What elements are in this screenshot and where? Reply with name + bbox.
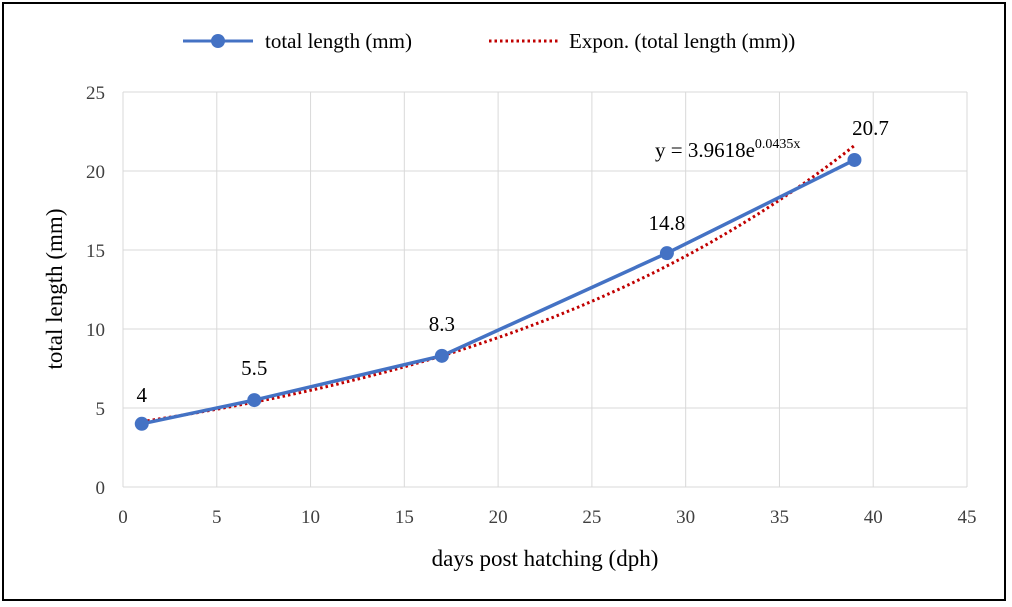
y-tick-label: 5	[96, 399, 106, 420]
trendline	[141, 144, 856, 424]
data-labels: 4 5.5 8.3 14.8 20.7	[137, 116, 889, 407]
data-point	[659, 246, 674, 261]
x-tick-labels: 0 5 10 15 20 25 30 35 40 45	[118, 507, 976, 528]
data-label: 14.8	[649, 211, 686, 235]
x-tick-label: 10	[301, 507, 320, 528]
x-tick-label: 20	[489, 507, 508, 528]
y-tick-labels: 0 5 10 15 20 25	[86, 83, 105, 499]
data-point	[247, 393, 262, 408]
legend: total length (mm) Expon. (total length (…	[183, 29, 795, 53]
x-tick-label: 15	[395, 507, 414, 528]
y-axis-title: total length (mm)	[42, 209, 67, 370]
trendline-equation: y = 3.9618e0.0435x	[655, 137, 800, 162]
data-point	[134, 416, 149, 431]
chart-frame	[2, 2, 1006, 601]
y-tick-label: 15	[86, 241, 105, 262]
x-tick-label: 25	[582, 507, 601, 528]
data-label: 4	[137, 383, 148, 407]
y-tick-label: 0	[96, 478, 106, 499]
equation-exponent: 0.0435x	[755, 137, 801, 152]
legend-trend-label: Expon. (total length (mm))	[569, 29, 795, 53]
data-label: 5.5	[241, 356, 267, 380]
gridlines	[122, 91, 968, 488]
y-tick-label: 10	[86, 320, 105, 341]
x-tick-label: 35	[770, 507, 789, 528]
y-tick-label: 20	[86, 162, 105, 183]
x-tick-label: 30	[676, 507, 695, 528]
data-point	[847, 152, 862, 167]
x-tick-label: 5	[212, 507, 222, 528]
data-label: 8.3	[429, 312, 455, 336]
y-tick-label: 25	[86, 83, 105, 104]
legend-series-label: total length (mm)	[265, 29, 412, 53]
data-label: 20.7	[852, 116, 889, 140]
x-tick-label: 0	[118, 507, 128, 528]
legend-series-marker	[211, 34, 225, 48]
trendline-group	[141, 144, 856, 424]
x-tick-label: 45	[958, 507, 977, 528]
data-point	[434, 348, 449, 363]
equation-base: y = 3.9618e	[655, 138, 755, 162]
series-group	[134, 152, 862, 431]
x-tick-label: 40	[864, 507, 883, 528]
x-axis-title: days post hatching (dph)	[432, 546, 659, 571]
